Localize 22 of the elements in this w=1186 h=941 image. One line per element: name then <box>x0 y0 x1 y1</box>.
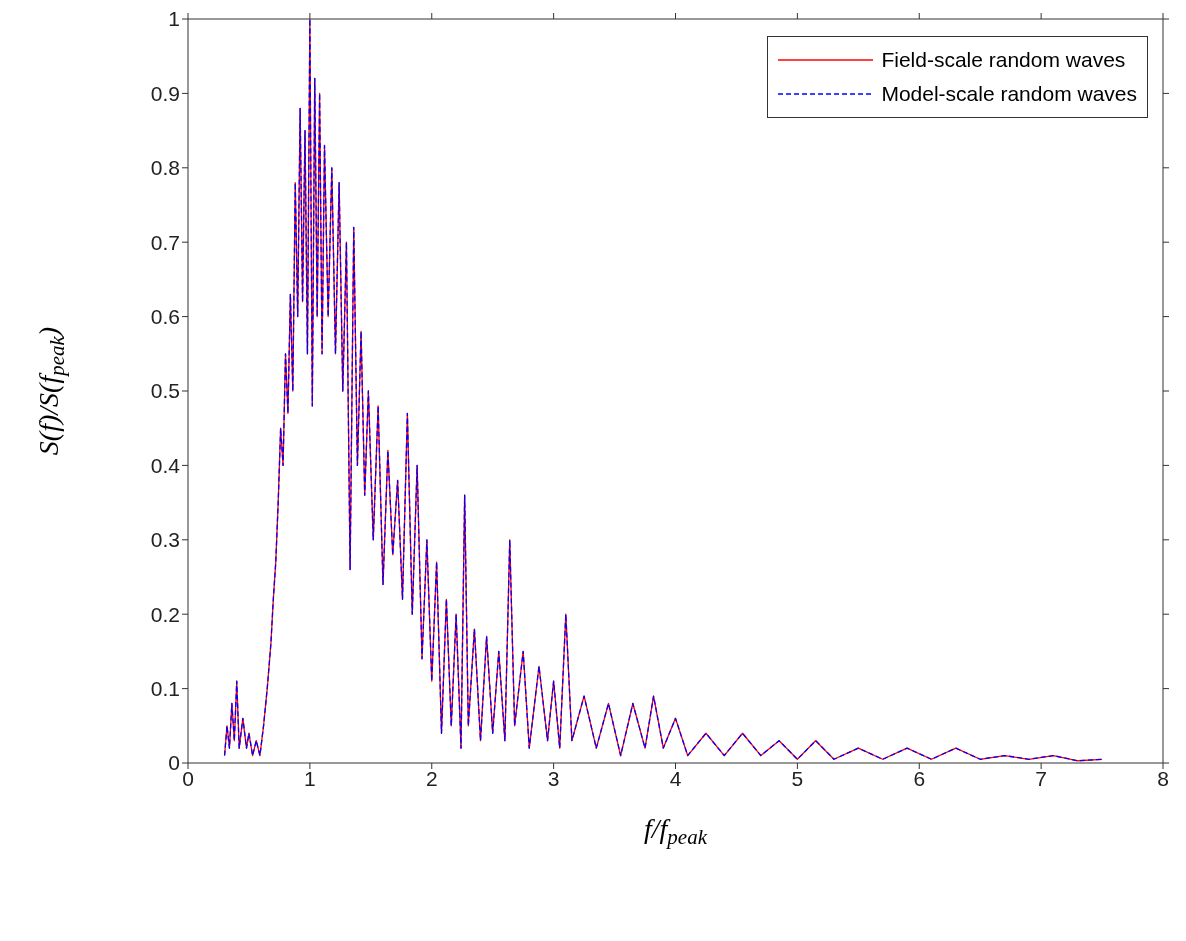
y-tick-label: 0.6 <box>150 305 180 329</box>
y-tick-label: 0.5 <box>150 379 180 403</box>
legend-label: Model-scale random waves <box>881 81 1137 107</box>
y-tick-label: 0.2 <box>150 602 180 626</box>
y-tick-label: 0.9 <box>150 81 180 105</box>
x-tick-label: 3 <box>547 766 560 790</box>
x-tick-label: 5 <box>791 766 804 790</box>
x-tick-label: 2 <box>425 766 438 790</box>
y-tick-label: 1 <box>168 7 180 31</box>
x-tick-label: 4 <box>669 766 682 790</box>
x-tick-label: 7 <box>1035 766 1047 790</box>
x-tick-label: 1 <box>304 766 316 790</box>
legend-label: Field-scale random waves <box>881 47 1126 73</box>
y-tick-label: 0.1 <box>150 677 180 701</box>
y-tick-label: 0.8 <box>150 156 180 180</box>
x-axis-title: f/f$_{peak}$ <box>644 813 708 850</box>
y-tick-label: 0.3 <box>150 528 180 552</box>
y-tick-label: 0 <box>168 751 180 775</box>
x-tick-label: 6 <box>913 766 926 790</box>
y-tick-label: 0.7 <box>150 230 180 254</box>
x-tick-label: 8 <box>1157 766 1169 790</box>
y-tick-label: 0.4 <box>150 453 181 477</box>
